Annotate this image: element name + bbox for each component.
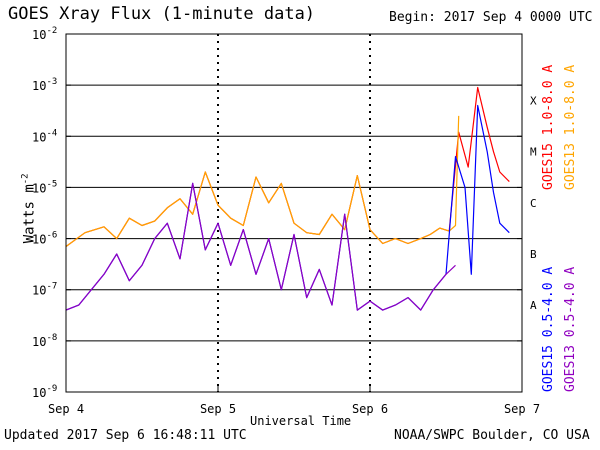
y-tick-label: 10-8 xyxy=(32,333,57,349)
series-line-4 xyxy=(65,182,456,311)
y-tick-label: 10-6 xyxy=(32,231,57,247)
flare-class-M: M xyxy=(530,146,537,159)
x-axis-label: Universal Time xyxy=(250,414,352,428)
x-tick-label: Sep 7 xyxy=(504,402,540,416)
y-tick-label: 10-2 xyxy=(32,26,57,42)
updated-timestamp: Updated 2017 Sep 6 16:48:11 UTC xyxy=(4,428,247,443)
chart-title: GOES Xray Flux (1-minute data) xyxy=(8,4,316,24)
flare-class-C: C xyxy=(530,197,537,210)
legend-entry: GOES13 0.5-4.0 A xyxy=(563,267,578,392)
flare-class-X: X xyxy=(530,95,537,108)
x-tick-label: Sep 4 xyxy=(48,402,84,416)
y-tick-label: 10-9 xyxy=(32,384,57,400)
flare-class-A: A xyxy=(530,299,537,312)
legend-entry: GOES15 0.5-4.0 A xyxy=(541,267,556,392)
x-tick-label: Sep 5 xyxy=(200,402,236,416)
credit-text: NOAA/SWPC Boulder, CO USA xyxy=(394,428,590,443)
series-line-2 xyxy=(65,115,460,247)
x-tick-label: Sep 6 xyxy=(352,402,388,416)
y-tick-label: 10-7 xyxy=(32,282,57,298)
y-tick-label: 10-5 xyxy=(32,179,57,195)
legend-entry: GOES13 1.0-8.0 A xyxy=(563,65,578,190)
flare-class-B: B xyxy=(530,248,537,261)
y-tick-label: 10-4 xyxy=(32,128,57,144)
plot-frame xyxy=(65,33,523,393)
legend-entry: GOES15 1.0-8.0 A xyxy=(541,65,556,190)
series-line-1 xyxy=(65,86,510,247)
y-tick-label: 10-3 xyxy=(32,77,57,93)
begin-time: Begin: 2017 Sep 4 0000 UTC xyxy=(389,10,593,25)
